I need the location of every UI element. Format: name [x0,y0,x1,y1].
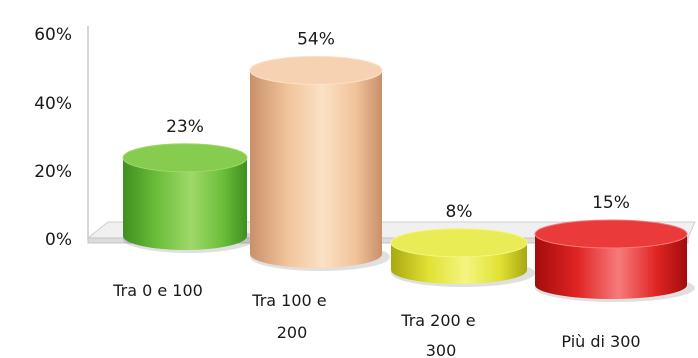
category-label: Tra 100 e 200 [251,291,331,342]
x-axis-categories: Tra 0 e 100 Tra 100 e 200 Tra 200 e 300 … [112,281,640,358]
category-label: Più di 300 [561,332,640,351]
category-label-line: 300 [426,341,457,358]
cylinder-body [250,70,382,269]
y-tick-label: 60% [34,25,72,45]
y-tick-label: 40% [34,94,72,114]
cylinder-bar [534,219,695,302]
category-label: Tra 0 e 100 [112,281,203,300]
category-label: Tra 200 e 300 [400,311,480,358]
bars [122,55,695,302]
cylinder-body [123,157,247,250]
data-label: 23% [166,117,204,137]
category-label-line: 200 [277,323,308,342]
category-label-line: Tra 0 e 100 [112,281,203,300]
category-label-line: Tra 200 e [400,311,475,330]
data-label: 15% [592,193,630,213]
data-label: 54% [297,29,335,49]
data-label: 8% [446,202,473,222]
cylinder-bar [390,228,535,287]
cylinder-top [249,55,383,85]
cylinder-top [534,219,688,249]
cylinder-bar [122,143,255,253]
y-tick-label: 20% [34,162,72,182]
cylinder-top [122,143,248,173]
cylinder-body [535,234,687,299]
y-tick-label: 0% [45,230,72,250]
cylinder-bar [249,55,390,271]
cylinder-top [390,228,528,258]
category-label-line: Più di 300 [561,332,640,351]
y-axis-ticks: 0% 20% 40% 60% [34,25,72,250]
data-labels: 23% 54% 8% 15% [166,29,630,221]
category-label-line: Tra 100 e [251,291,326,310]
